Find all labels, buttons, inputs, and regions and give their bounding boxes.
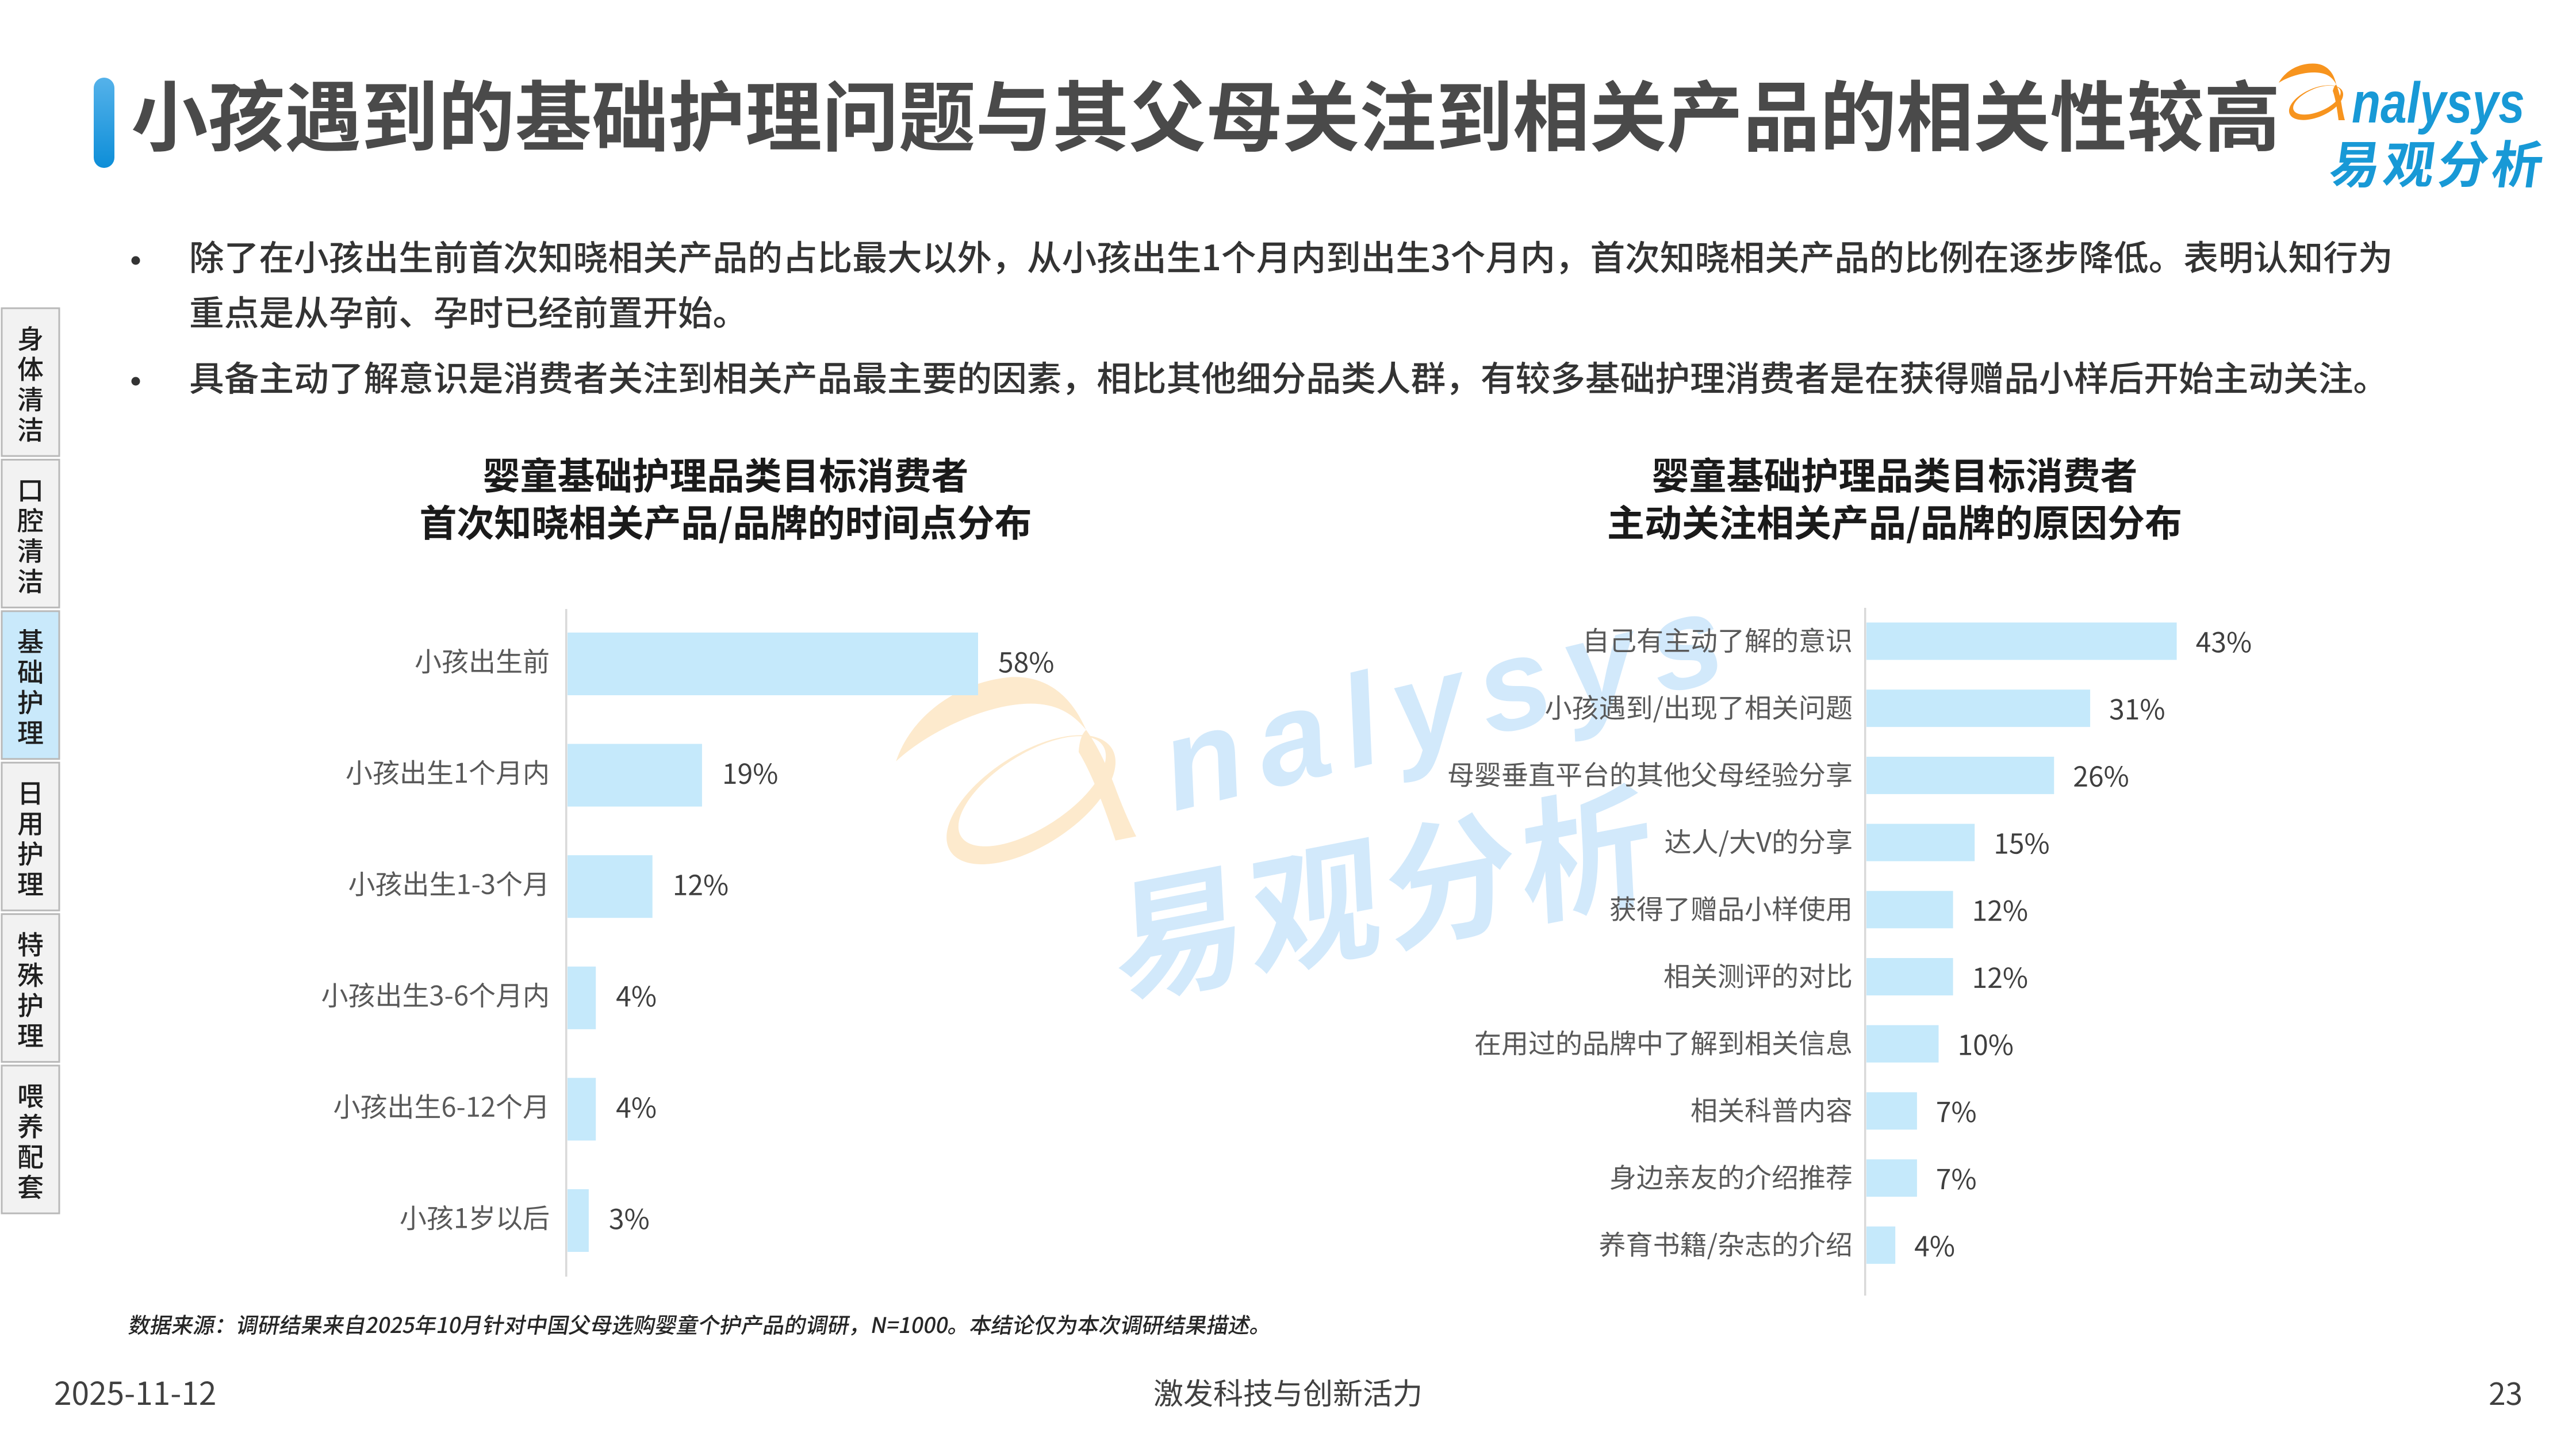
svg-text:nalysys: nalysys <box>2352 71 2525 135</box>
